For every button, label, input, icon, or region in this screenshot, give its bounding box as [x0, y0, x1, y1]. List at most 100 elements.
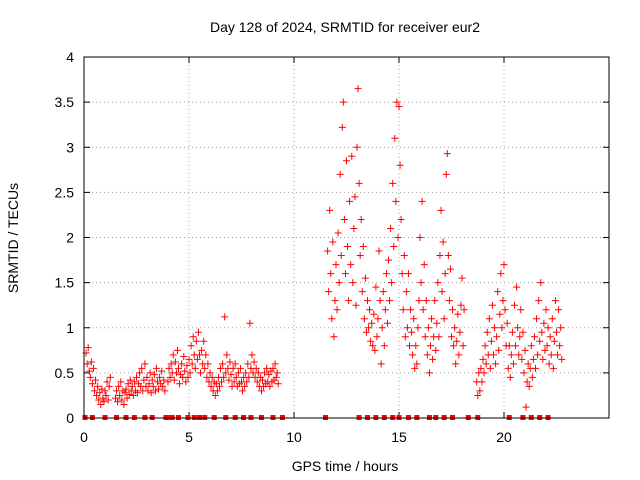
data-point	[389, 179, 397, 187]
data-point	[558, 355, 566, 363]
data-point	[504, 364, 512, 372]
data-point	[535, 297, 543, 305]
data-point	[105, 382, 113, 390]
data-point	[106, 373, 114, 381]
data-point	[439, 238, 447, 246]
data-point	[406, 342, 413, 350]
data-point	[499, 297, 507, 305]
data-point	[156, 373, 164, 381]
data-point	[336, 170, 344, 178]
y-tick-label: 3	[66, 139, 74, 155]
data-point	[169, 351, 177, 359]
data-point	[149, 382, 157, 390]
data-point	[550, 337, 558, 345]
data-point	[187, 342, 195, 350]
data-point	[213, 387, 221, 395]
data-point	[252, 364, 260, 372]
data-point	[126, 376, 134, 384]
data-point	[120, 400, 128, 408]
data-point	[274, 380, 282, 388]
data-point	[343, 157, 350, 165]
data-point	[112, 394, 119, 402]
data-point	[143, 373, 151, 381]
data-point	[218, 378, 226, 386]
data-point	[428, 315, 436, 323]
data-point	[403, 324, 411, 332]
y-tick-label: 4	[66, 49, 74, 65]
data-point	[404, 270, 412, 278]
data-point	[381, 306, 389, 314]
data-point	[222, 369, 230, 377]
data-point	[128, 382, 136, 390]
data-point	[208, 373, 216, 381]
data-point	[423, 351, 431, 359]
data-point	[481, 342, 489, 350]
data-point	[368, 319, 376, 327]
data-point	[539, 355, 547, 363]
data-point	[83, 360, 91, 368]
data-point	[273, 369, 281, 377]
data-point	[376, 297, 384, 305]
data-point	[488, 301, 496, 309]
data-point	[217, 364, 224, 372]
data-point	[329, 238, 337, 246]
data-point	[146, 369, 154, 377]
data-point	[480, 369, 488, 377]
y-axis-label: SRMTID / TECUs	[5, 183, 21, 293]
data-point	[130, 378, 138, 386]
data-point	[396, 161, 404, 169]
data-point	[253, 378, 261, 386]
data-point	[117, 378, 125, 386]
data-point	[220, 373, 228, 381]
data-point	[326, 206, 334, 214]
data-point	[498, 324, 506, 332]
data-point	[491, 324, 499, 332]
data-point	[402, 288, 410, 296]
data-point	[437, 206, 445, 214]
data-point	[352, 301, 360, 309]
data-point	[116, 391, 124, 399]
data-point	[98, 385, 106, 393]
data-point	[95, 396, 103, 404]
data-point	[227, 371, 235, 379]
data-point	[450, 342, 458, 350]
data-point	[485, 315, 493, 323]
data-point	[506, 373, 514, 381]
data-point	[542, 306, 550, 314]
data-point	[349, 279, 357, 287]
data-point	[331, 297, 339, 305]
data-point	[528, 373, 536, 381]
data-point	[136, 369, 144, 377]
data-point	[458, 274, 466, 282]
data-point	[553, 328, 560, 336]
data-point	[451, 324, 459, 332]
data-point	[172, 369, 180, 377]
data-point	[334, 229, 342, 237]
data-point	[386, 297, 394, 305]
data-point	[230, 378, 238, 386]
data-point	[335, 279, 343, 287]
data-point	[549, 364, 557, 372]
data-point	[441, 270, 449, 278]
data-point	[341, 270, 349, 278]
data-point	[364, 297, 371, 305]
data-point	[385, 256, 392, 264]
data-point	[345, 297, 353, 305]
data-point	[373, 333, 381, 341]
data-point	[418, 197, 426, 205]
data-point	[171, 358, 179, 366]
data-point	[413, 360, 421, 368]
x-tick-label: 10	[286, 429, 302, 445]
data-point	[201, 364, 209, 372]
data-point	[348, 152, 356, 160]
data-point	[353, 143, 361, 151]
data-point	[101, 387, 109, 395]
data-point	[495, 346, 503, 354]
data-point	[541, 346, 549, 354]
data-point	[435, 333, 443, 341]
data-point	[476, 387, 484, 395]
data-point	[449, 306, 457, 314]
data-point	[431, 297, 439, 305]
data-point	[134, 389, 142, 397]
data-point	[234, 369, 242, 377]
